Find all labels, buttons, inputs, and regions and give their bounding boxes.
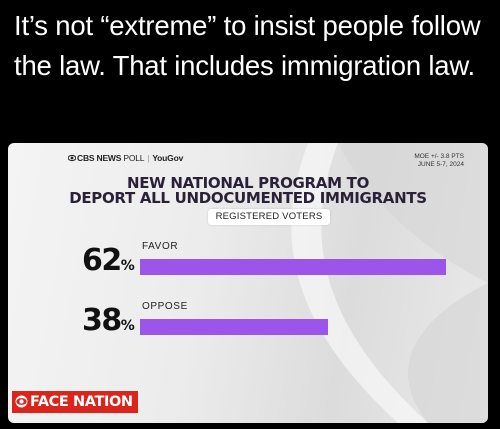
- source-poll: POLL: [123, 153, 145, 163]
- chart-title-line-1: NEW NATIONAL PROGRAM TO: [126, 174, 370, 192]
- bar-oppose: [140, 319, 328, 335]
- source-brand: CBS NEWS: [77, 153, 122, 163]
- source-line: CBS NEWS POLL | YouGov: [68, 153, 183, 163]
- poll-graphic[interactable]: CBS NEWS POLL | YouGov MOE +/- 3.8 PTS JUN…: [8, 143, 488, 423]
- bar-favor: [140, 259, 446, 275]
- subgroup-label: REGISTERED VOTERS: [208, 209, 330, 225]
- moe-line: MOE +/- 3.8 PTS: [414, 153, 464, 160]
- bar-value-favor: 62%: [82, 243, 135, 278]
- chart-title: NEW NATIONAL PROGRAM TO DEPORT ALL UNDOC…: [8, 176, 488, 206]
- chart-title-line-2: DEPORT ALL UNDOCUMENTED IMMIGRANTS: [69, 189, 427, 207]
- poll-dates: JUNE 5-7, 2024: [417, 161, 464, 168]
- source-partner: YouGov: [152, 153, 184, 163]
- cbs-eye-icon: [68, 154, 76, 162]
- margin-of-error: MOE +/- 3.8 PTS JUNE 5-7, 2024: [414, 153, 464, 169]
- background-swoosh: [291, 143, 488, 423]
- bar-label-favor: FAVOR: [142, 241, 179, 252]
- cbs-eye-logo-icon: [15, 395, 28, 408]
- bar-label-oppose: OPPOSE: [142, 301, 188, 312]
- logo-text: FACE NATION: [30, 394, 133, 410]
- post-text: It’s not “extreme” to insist people foll…: [14, 10, 481, 81]
- face-the-nation-logo: FACE NATION: [12, 391, 138, 413]
- bar-value-oppose: 38%: [82, 303, 135, 338]
